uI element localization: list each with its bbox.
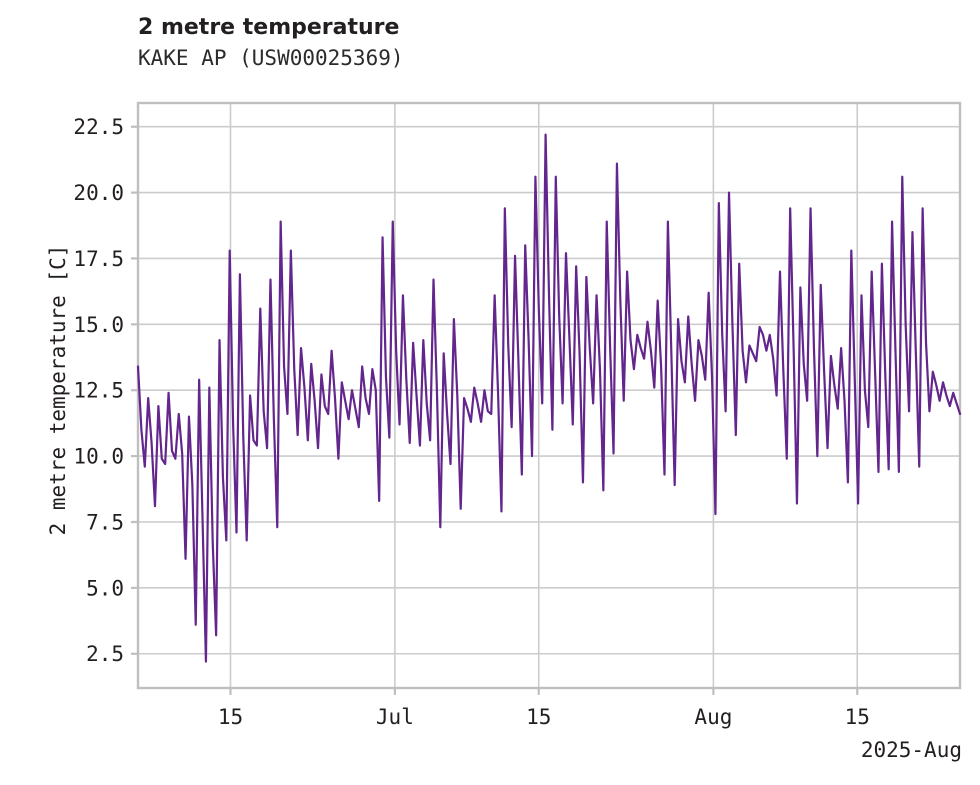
x-axis-ticks: 15 Jul 15 Aug 15 — [218, 688, 870, 729]
x-tick-label: 15 — [845, 705, 870, 729]
y-tick-label: 5.0 — [86, 576, 124, 600]
y-tick-label: 7.5 — [86, 510, 124, 534]
x-tick-label: Jul — [376, 705, 414, 729]
x-tick-label: 15 — [218, 705, 243, 729]
y-tick-label: 10.0 — [73, 445, 124, 469]
plot-frame — [136, 101, 962, 690]
temperature-series — [136, 133, 962, 663]
x-tick-label: 15 — [526, 705, 551, 729]
y-tick-label: 20.0 — [73, 181, 124, 205]
x-tick-label: Aug — [694, 705, 732, 729]
x-axis-label: 2025-Aug — [861, 738, 962, 762]
y-tick-label: 17.5 — [73, 247, 124, 271]
page-title: 2 metre temperature — [138, 15, 400, 40]
y-tick-label: 15.0 — [73, 313, 124, 337]
y-tick-label: 2.5 — [86, 642, 124, 666]
plot-border — [136, 101, 962, 690]
title-block: 2 metre temperature KAKE AP (USW00025369… — [138, 14, 898, 72]
series-line-temperature — [136, 133, 962, 663]
y-tick-label: 12.5 — [73, 379, 124, 403]
y-axis-ticks: 2.5 5.0 7.5 10.0 12.5 15.0 17.5 20.0 22.5 — [73, 115, 138, 666]
chart-subtitle: KAKE AP (USW00025369) — [138, 46, 404, 70]
y-tick-label: 22.5 — [73, 115, 124, 139]
